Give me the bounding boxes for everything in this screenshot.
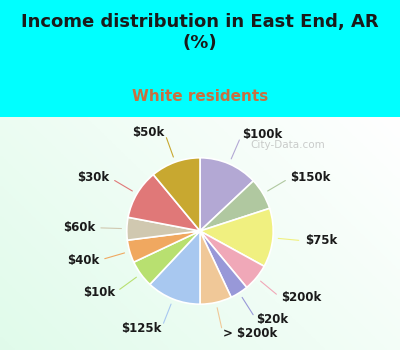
Text: Income distribution in East End, AR
(%): Income distribution in East End, AR (%) [21,13,379,52]
Wedge shape [200,158,253,231]
Text: $75k: $75k [305,234,337,247]
Wedge shape [134,231,200,285]
Wedge shape [150,231,200,304]
Text: $50k: $50k [132,126,164,139]
Wedge shape [200,231,231,304]
Wedge shape [127,231,200,262]
Text: City-Data.com: City-Data.com [251,140,325,150]
Wedge shape [200,231,264,287]
Text: $40k: $40k [67,254,99,267]
Text: White residents: White residents [132,89,268,104]
Text: $20k: $20k [256,313,288,326]
Text: $30k: $30k [78,171,110,184]
Text: $150k: $150k [290,171,331,184]
Text: $100k: $100k [242,128,282,141]
Wedge shape [200,231,247,297]
Text: $10k: $10k [83,286,115,299]
Text: $60k: $60k [63,221,95,234]
Text: $125k: $125k [121,322,161,335]
Wedge shape [200,208,273,266]
Text: $200k: $200k [281,292,321,304]
Wedge shape [200,181,270,231]
Wedge shape [153,158,200,231]
Wedge shape [128,175,200,231]
Wedge shape [127,217,200,240]
Text: > $200k: > $200k [223,327,277,340]
